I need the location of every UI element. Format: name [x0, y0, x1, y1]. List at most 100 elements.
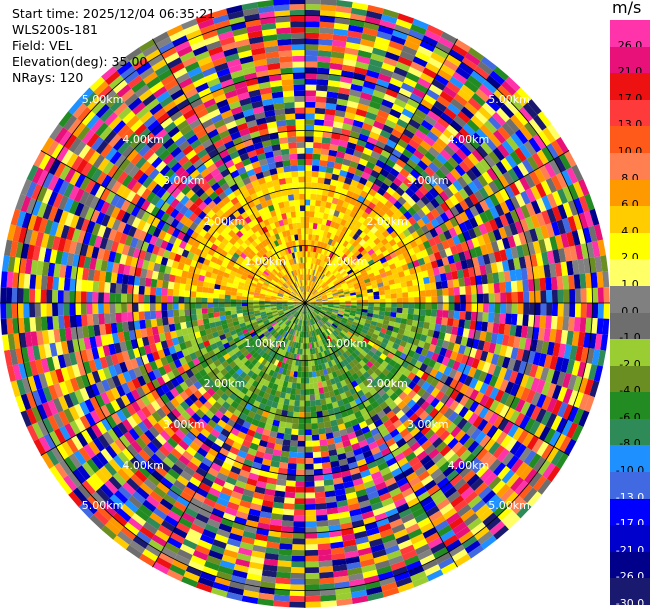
velocity-gate: [399, 113, 412, 124]
velocity-gate: [305, 532, 318, 539]
velocity-gate: [395, 18, 413, 30]
velocity-gate: [207, 303, 214, 309]
velocity-gate: [420, 224, 430, 234]
velocity-gate: [323, 125, 333, 133]
velocity-gate: [0, 271, 8, 288]
velocity-gate: [331, 215, 338, 223]
velocity-gate: [317, 287, 323, 293]
velocity-gate: [481, 171, 494, 184]
velocity-gate: [318, 38, 333, 46]
velocity-gate: [408, 297, 415, 303]
velocity-gate: [167, 316, 175, 325]
velocity-gate: [337, 145, 347, 153]
velocity-gate: [414, 82, 429, 94]
velocity-gate: [92, 303, 99, 315]
velocity-gate: [309, 295, 314, 300]
velocity-gate: [435, 281, 443, 290]
velocity-gate: [161, 310, 168, 318]
velocity-gate: [424, 191, 435, 202]
velocity-gate: [330, 259, 336, 266]
velocity-gate: [370, 53, 385, 63]
velocity-gate: [284, 427, 292, 435]
velocity-gate: [389, 230, 398, 239]
velocity-gate: [46, 316, 54, 330]
velocity-gate: [407, 206, 417, 217]
velocity-gate: [471, 93, 486, 107]
velocity-gate: [351, 265, 358, 272]
velocity-gate: [338, 139, 349, 148]
velocity-gate: [342, 272, 349, 278]
velocity-gate: [334, 186, 343, 194]
velocity-gate: [121, 303, 127, 313]
velocity-gate: [483, 303, 489, 313]
velocity-gate: [330, 240, 337, 247]
velocity-gate: [190, 297, 196, 303]
velocity-gate: [342, 201, 350, 209]
velocity-gate: [330, 51, 345, 59]
velocity-gate: [408, 118, 421, 130]
velocity-gate: [340, 206, 348, 214]
velocity-gate: [301, 366, 305, 372]
velocity-gate: [452, 278, 460, 288]
velocity-gate: [488, 283, 495, 294]
velocity-gate: [305, 389, 310, 395]
velocity-gate: [396, 172, 407, 183]
velocity-gate: [420, 195, 431, 206]
velocity-gate: [314, 276, 319, 283]
velocity-gate: [299, 394, 305, 401]
velocity-gate: [305, 590, 321, 597]
velocity-gate: [6, 271, 14, 288]
velocity-gate: [308, 280, 311, 287]
velocity-gate: [321, 195, 328, 202]
velocity-gate: [311, 288, 316, 294]
velocity-gate: [323, 276, 329, 282]
velocity-gate: [282, 508, 295, 516]
velocity-gate: [437, 179, 448, 191]
velocity-gate: [421, 205, 431, 216]
velocity-gate: [273, 600, 290, 608]
velocity-gate: [174, 322, 182, 331]
velocity-gate: [309, 280, 313, 287]
velocity-gate: [387, 82, 401, 93]
velocity-gate: [394, 218, 404, 227]
velocity-gate: [311, 281, 315, 288]
velocity-gate: [333, 191, 341, 200]
velocity-gate: [327, 190, 335, 198]
velocity-gate: [109, 312, 117, 324]
velocity-gate: [327, 214, 334, 221]
velocity-gate: [439, 90, 454, 103]
velocity-gate: [314, 205, 321, 213]
velocity-gate: [329, 233, 336, 240]
velocity-gate: [419, 296, 426, 303]
velocity-gate: [319, 241, 325, 249]
velocity-gate: [425, 303, 432, 310]
velocity-gate: [463, 79, 479, 93]
velocity-gate: [330, 179, 338, 187]
velocity-gate: [241, 303, 248, 307]
velocity-gate: [213, 288, 220, 294]
velocity-gate: [309, 274, 313, 281]
velocity-gate: [542, 127, 556, 144]
velocity-gate: [314, 393, 321, 401]
velocity-gate: [305, 107, 316, 114]
velocity-gate: [439, 201, 450, 213]
velocity-gate: [450, 98, 465, 111]
velocity-gate: [52, 276, 60, 291]
velocity-gate: [457, 110, 471, 124]
velocity-gate: [515, 129, 529, 145]
velocity-gate: [302, 348, 305, 355]
velocity-gate: [358, 44, 374, 54]
velocity-gate: [382, 124, 394, 134]
velocity-gate: [312, 153, 321, 160]
velocity-gate: [312, 251, 316, 258]
velocity-gate: [317, 67, 330, 75]
velocity-gate: [377, 209, 386, 218]
velocity-gate: [557, 289, 564, 303]
velocity-gate: [347, 203, 355, 211]
velocity-gate: [35, 316, 42, 332]
velocity-gate: [356, 163, 366, 172]
velocity-gate: [499, 282, 506, 293]
velocity-gate: [281, 445, 290, 452]
velocity-gate: [394, 143, 406, 154]
velocity-gate: [297, 446, 305, 453]
